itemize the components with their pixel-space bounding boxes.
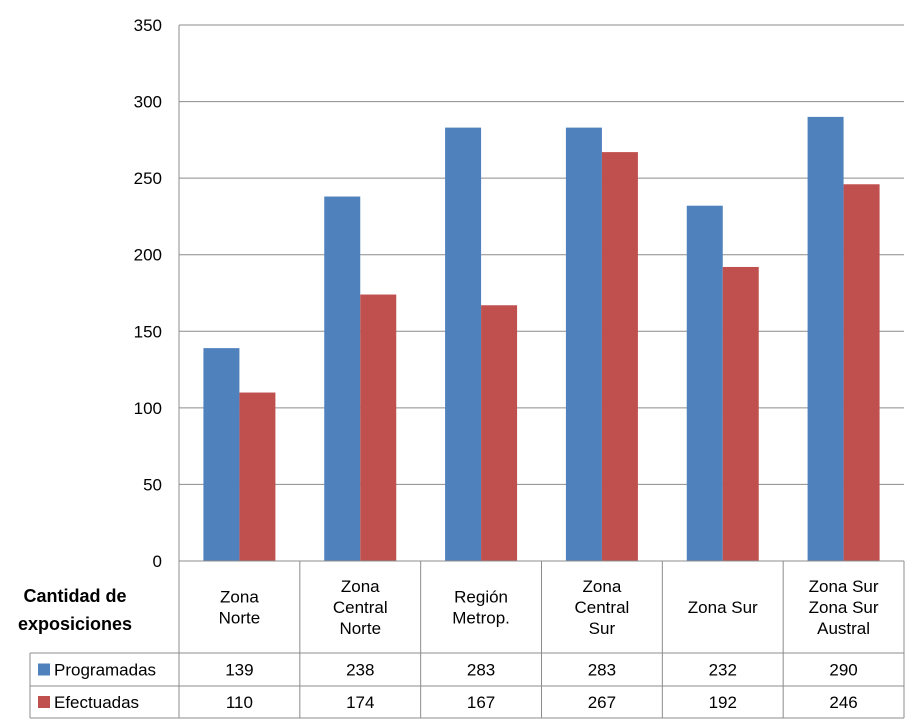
- bar-programadas: [324, 196, 361, 561]
- y-tick-label: 0: [153, 552, 162, 571]
- bar-programadas: [565, 127, 602, 561]
- bar-efectuadas: [601, 152, 638, 561]
- table-title: Cantidad de: [23, 586, 126, 606]
- data-label: 238: [346, 661, 374, 680]
- data-label: 167: [467, 693, 495, 712]
- category-label: Zona Sur: [809, 598, 879, 617]
- category-label: Sur: [589, 619, 616, 638]
- y-tick-label: 100: [134, 399, 162, 418]
- legend-label: Programadas: [54, 661, 156, 680]
- data-label: 290: [829, 661, 857, 680]
- category-label: Norte: [339, 619, 381, 638]
- data-label: 174: [346, 693, 374, 712]
- category-label: Zona: [583, 577, 622, 596]
- data-label: 110: [226, 693, 253, 712]
- category-label: Zona Sur: [809, 577, 879, 596]
- bar-programadas: [445, 127, 482, 561]
- category-label: Central: [333, 598, 388, 617]
- bar-programadas: [686, 205, 723, 562]
- y-tick-label: 350: [134, 16, 162, 35]
- y-tick-label: 200: [134, 246, 162, 265]
- category-label: Zona Sur: [688, 598, 758, 617]
- bar-programadas: [807, 116, 844, 561]
- bar-programadas: [203, 348, 240, 561]
- data-label: 246: [829, 693, 857, 712]
- legend-swatch-programadas: [38, 663, 50, 676]
- category-label: Austral: [817, 619, 870, 638]
- bar-efectuadas: [843, 184, 880, 562]
- table-title: exposiciones: [18, 614, 132, 634]
- category-label: Zona: [341, 577, 380, 596]
- legend-swatch-efectuadas: [38, 696, 50, 708]
- category-label: Zona: [220, 588, 259, 607]
- y-tick-label: 150: [134, 322, 162, 341]
- y-tick-label: 50: [143, 475, 162, 494]
- data-label: 232: [709, 661, 737, 680]
- category-label: Central: [575, 598, 630, 617]
- bar-efectuadas: [360, 294, 397, 561]
- y-tick-label: 300: [134, 93, 162, 112]
- data-label: 283: [588, 661, 616, 680]
- data-label: 283: [467, 661, 495, 680]
- category-label: Metrop.: [452, 609, 510, 628]
- bar-efectuadas: [239, 392, 276, 561]
- category-label: Norte: [219, 609, 261, 628]
- category-label: Región: [454, 588, 508, 607]
- bar-efectuadas: [481, 305, 518, 561]
- legend-label: Efectuadas: [54, 693, 139, 712]
- data-label: 267: [588, 693, 616, 712]
- bar-efectuadas: [722, 266, 759, 561]
- data-label: 139: [225, 661, 253, 680]
- data-label: 192: [709, 693, 737, 712]
- y-tick-label: 250: [134, 169, 162, 188]
